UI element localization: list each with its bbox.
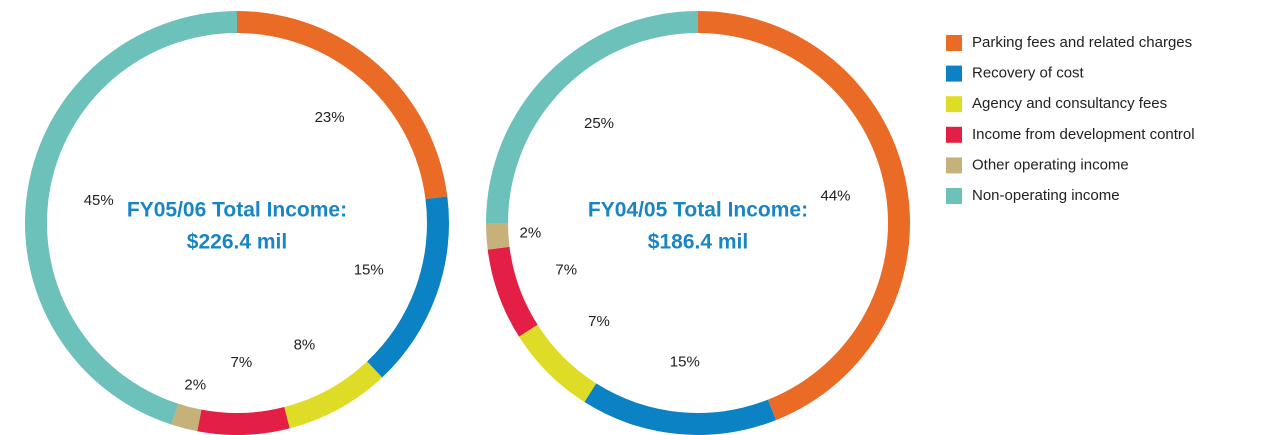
data-label: 7% bbox=[555, 261, 577, 278]
donut-segment bbox=[519, 324, 597, 402]
donut-segment bbox=[486, 11, 698, 223]
donut-segment bbox=[25, 11, 238, 425]
legend-swatch bbox=[946, 188, 962, 204]
donut-segment bbox=[237, 11, 448, 200]
donut-segment bbox=[698, 11, 911, 421]
legend-label: Non-operating income bbox=[972, 187, 1120, 204]
data-label: 8% bbox=[294, 337, 316, 354]
data-label: 7% bbox=[588, 313, 610, 330]
data-label: 15% bbox=[354, 261, 384, 278]
legend-label: Income from development control bbox=[972, 126, 1195, 143]
data-label: 2% bbox=[519, 225, 541, 242]
center-title: FY04/05 Total Income: bbox=[588, 199, 808, 222]
legend-swatch bbox=[946, 35, 962, 51]
data-label: 7% bbox=[231, 354, 253, 371]
donut-segment bbox=[584, 383, 777, 435]
donut-segment bbox=[197, 407, 290, 435]
data-label: 44% bbox=[821, 188, 851, 205]
legend-label: Parking fees and related charges bbox=[972, 34, 1192, 51]
legend-swatch bbox=[946, 65, 962, 82]
donut-segment bbox=[171, 403, 202, 432]
data-label: 45% bbox=[84, 192, 114, 209]
legend-label: Recovery of cost bbox=[972, 65, 1085, 82]
data-label: 25% bbox=[584, 115, 614, 132]
center-title: FY05/06 Total Income: bbox=[127, 199, 347, 222]
data-label: 23% bbox=[315, 109, 345, 126]
donut-segment bbox=[367, 196, 449, 378]
legend-swatch bbox=[946, 96, 962, 113]
legend-swatch bbox=[946, 126, 962, 143]
center-title: $226.4 mil bbox=[187, 231, 287, 254]
legend-label: Agency and consultancy fees bbox=[972, 95, 1167, 112]
donut-segment bbox=[486, 223, 510, 250]
donut-segment bbox=[487, 246, 538, 337]
data-label: 15% bbox=[670, 353, 700, 370]
donut-segment bbox=[284, 361, 383, 429]
legend-swatch bbox=[946, 157, 962, 174]
data-label: 2% bbox=[184, 377, 206, 394]
center-title: $186.4 mil bbox=[648, 231, 748, 254]
legend-label: Other operating income bbox=[972, 156, 1129, 173]
